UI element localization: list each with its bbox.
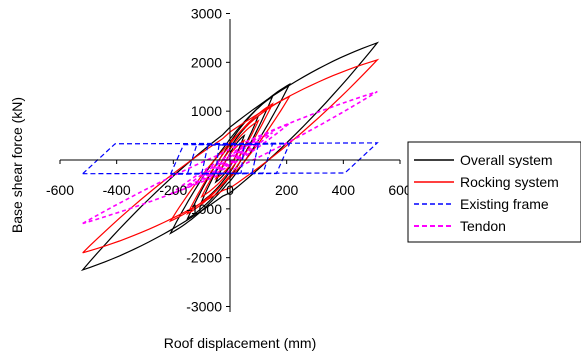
x-tick-label: 400 [332, 182, 356, 198]
legend-label: Overall system [460, 152, 553, 168]
legend-label: Tendon [460, 218, 506, 234]
y-tick-label: 1000 [191, 103, 222, 119]
series-existing-frame [82, 142, 379, 175]
legend-label: Existing frame [460, 196, 549, 212]
y-axis-title: Base shear force (kN) [9, 97, 25, 233]
hysteresis-loop [169, 143, 291, 175]
x-tick-label: -200 [159, 182, 187, 198]
hysteresis-loop [201, 143, 260, 175]
legend-label: Rocking system [460, 174, 559, 190]
y-tick-label: -1000 [186, 201, 222, 217]
y-tick-label: 3000 [191, 6, 222, 22]
x-tick-label: 600 [388, 182, 412, 198]
x-tick-label: 200 [275, 182, 299, 198]
hysteresis-loop [82, 58, 380, 254]
hysteresis-loop [82, 142, 379, 175]
legend-items: Overall system Rocking system Existing fra… [414, 152, 559, 234]
plot-curves [80, 41, 380, 272]
hysteresis-loop [201, 140, 259, 178]
y-tick-label: -3000 [186, 299, 222, 315]
y-ticks: -3000 -2000 -1000 1000 2000 3000 [186, 6, 230, 315]
hysteresis-loop [214, 139, 246, 181]
hysteresis-loop [170, 122, 290, 195]
x-axis-title: Roof displacement (mm) [164, 335, 317, 351]
x-ticks: -600 -400 -200 0 200 400 600 [46, 160, 412, 198]
legend-box [407, 141, 581, 243]
hysteresis-loop [215, 149, 245, 170]
x-tick-label: -600 [46, 182, 74, 198]
hysteresis-loop [82, 90, 378, 225]
x-tick-label: 0 [226, 182, 234, 198]
y-tick-label: 2000 [191, 54, 222, 70]
hysteresis-loop [80, 41, 380, 272]
legend: Overall system Rocking system Existing fra… [407, 141, 581, 243]
x-tick-label: -400 [103, 182, 131, 198]
y-tick-label: -2000 [186, 250, 222, 266]
hysteresis-loop [169, 82, 291, 235]
axes: -600 -400 -200 0 200 400 600 -3000-2000-100010… [46, 6, 412, 315]
